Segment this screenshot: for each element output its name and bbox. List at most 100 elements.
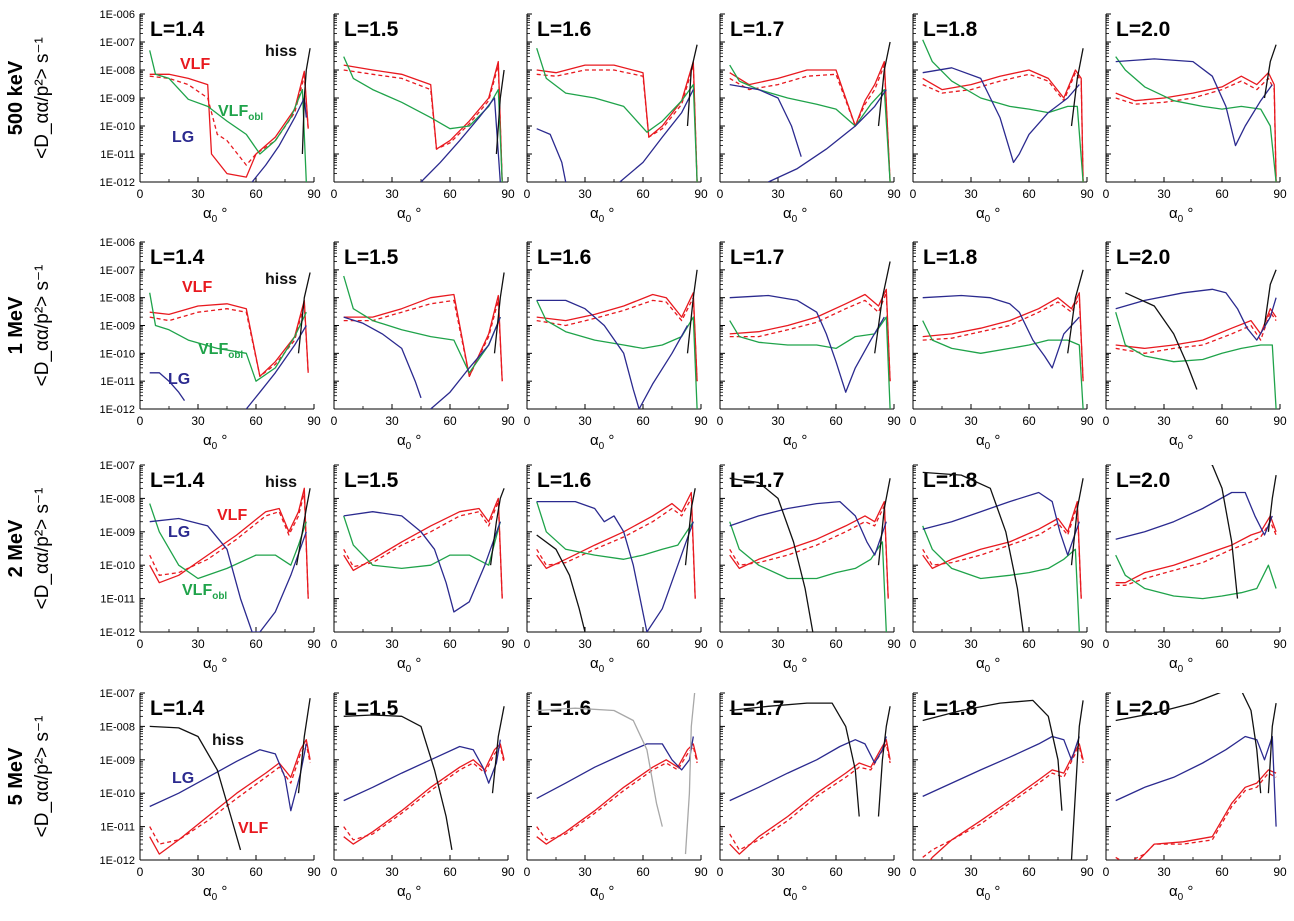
x-axis-label: α0 ° [397,883,421,903]
x-tick-label: 0 [1103,865,1110,879]
x-axis-label: α0 ° [783,205,807,225]
series-vlf-dashed--line [149,75,309,166]
series-vlf-line [536,60,698,182]
series-group [922,699,1084,860]
series-vlf-line [922,292,1084,382]
x-axis-label: α0 ° [590,883,614,903]
series-hiss-line [922,471,1024,632]
y-tick-label: 1E-010 [100,348,135,360]
x-tick-label: 0 [910,637,917,651]
x-axis-label: α0 ° [203,205,227,225]
series-hiss-line [301,48,311,155]
x-tick-label: 0 [524,187,531,201]
y-tick-label: 1E-009 [100,321,135,333]
series-lg-line [1115,288,1277,341]
series-lg-line [1115,491,1273,540]
x-tick-label: 30 [191,865,205,879]
l-value-label: L=2.0 [1116,697,1170,720]
l-value-label: L=2.0 [1116,246,1170,269]
series-vlf-dashed--line [149,743,311,845]
series-hiss-line [1125,292,1198,390]
x-tick-label: 60 [1215,187,1229,201]
l-value-label: L=1.6 [537,469,591,492]
series-hiss-line [536,534,586,632]
series-hiss-line [536,707,663,827]
series-vlf-obl-line [149,292,307,382]
x-tick-label: 30 [578,637,592,651]
series-lg-line [536,500,694,632]
x-tick-label: 90 [1080,414,1094,428]
y-axis-label: <D_αα/p²> s⁻¹ [32,488,53,610]
x-axis-label: α0 ° [203,432,227,452]
panel-2-2: 0 30 60 90 α0 ° L=1.5 [331,241,515,452]
x-axis-label: α0 ° [976,205,1000,225]
annotation-lg: LG [168,524,190,541]
x-tick-label: 60 [443,637,457,651]
series-hiss-line [343,714,453,851]
panel-1-2: 0 30 60 90 α0 ° L=1.5 [331,13,515,225]
x-tick-label: 30 [385,865,399,879]
l-value-label: L=1.7 [730,469,784,492]
series-lg-line [729,736,887,802]
series-group [922,471,1084,632]
x-tick-label: 30 [964,414,978,428]
series-vlf-dashed--line [536,497,696,599]
series-hiss-line [495,69,505,155]
panel-1-6: 0 30 60 90 α0 ° L=2.0 [1103,13,1287,225]
annotation-hiss: hiss [265,271,297,288]
l-value-label: L=1.6 [537,18,591,41]
series-vlf-obl-line [1115,312,1277,409]
panel-2-4: 0 30 60 90 α0 ° L=1.7 [717,241,901,452]
l-value-label: L=1.8 [923,697,978,720]
x-tick-label: 60 [249,637,263,651]
x-tick-label: 90 [307,187,321,201]
y-tick-label: 1E-011 [100,376,135,388]
x-tick-label: 90 [1080,865,1094,879]
x-axis-label: α0 ° [590,655,614,675]
x-tick-label: 90 [1080,187,1094,201]
x-tick-label: 0 [1103,187,1110,201]
annotation-vlf: VLF [180,56,210,73]
y-tick-label: 1E-008 [100,65,135,77]
x-tick-label: 0 [137,637,144,651]
x-tick-label: 30 [1157,865,1171,879]
x-tick-label: 90 [694,414,708,428]
series-vlf-line [729,500,889,599]
series-lg-line [149,517,307,632]
series-group [729,702,891,855]
series-vlf-obl-line [922,39,1084,182]
x-tick-label: 90 [501,187,515,201]
series-group [536,269,698,409]
x-tick-label: 0 [331,414,338,428]
panel-1-5: 0 30 60 90 α0 ° L=1.8 [910,13,1094,225]
x-axis-label: α0 ° [590,432,614,452]
x-axis-label: α0 ° [976,883,1000,903]
l-value-label: L=1.8 [923,469,978,492]
series-hiss-line [1070,700,1084,860]
series-group [343,706,505,851]
series-group [1115,693,1277,860]
x-tick-label: 30 [771,865,785,879]
series-group [536,488,696,632]
series-vlf-line [1137,769,1277,860]
series-vlf-line [729,739,891,855]
series-hiss-line [684,693,696,855]
series-group [1115,269,1277,409]
l-value-label: L=1.5 [344,18,399,41]
x-tick-label: 0 [910,865,917,879]
series-vlf-obl-line [729,316,891,409]
x-tick-label: 90 [1273,637,1287,651]
x-tick-label: 90 [501,414,515,428]
series-group [536,44,698,182]
x-tick-label: 60 [443,414,457,428]
x-tick-label: 60 [443,187,457,201]
energy-label: 5 MeV [5,747,27,805]
y-tick-label: 1E-011 [100,594,135,606]
series-vlf-obl-line [1115,554,1277,600]
x-tick-label: 30 [578,187,592,201]
x-tick-label: 30 [771,187,785,201]
series-vlf-line [1115,72,1277,182]
annotation-vlf: VLF [182,279,212,296]
l-value-label: L=1.5 [344,697,399,720]
panel-2-6: 0 30 60 90 α0 ° L=2.0 [1103,241,1287,452]
